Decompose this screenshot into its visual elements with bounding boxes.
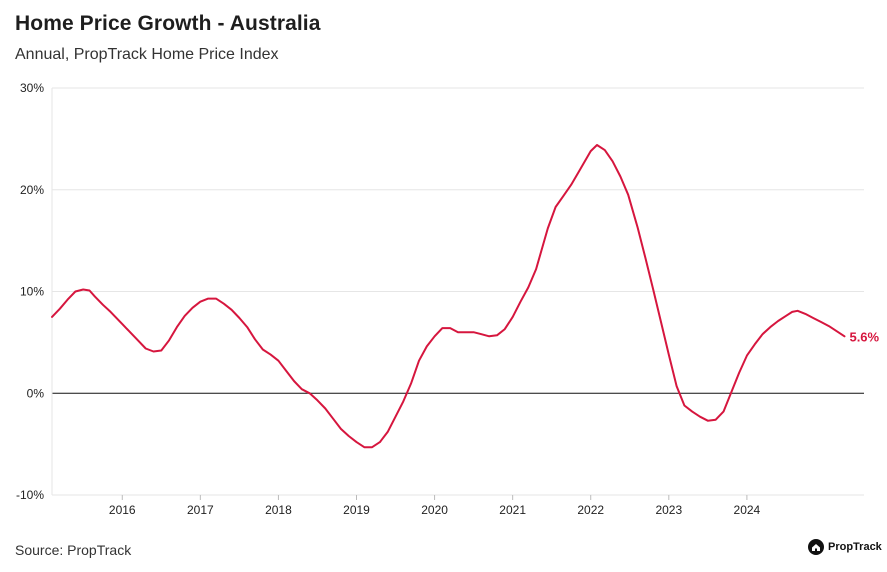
series-line	[51, 144, 846, 449]
y-tick-label: 20%	[20, 183, 44, 197]
x-tick-label: 2019	[343, 503, 370, 517]
chart-title: Home Price Growth - Australia	[15, 12, 321, 35]
gridlines	[52, 87, 864, 496]
x-tick-label: 2024	[734, 503, 761, 517]
y-tick-label: 10%	[20, 285, 44, 299]
axes	[51, 88, 748, 500]
chart-subtitle: Annual, PropTrack Home Price Index	[15, 46, 279, 63]
y-tick-label: 30%	[20, 81, 44, 95]
x-tick-label: 2016	[109, 503, 136, 517]
x-tick-label: 2020	[421, 503, 448, 517]
labels: -10% 0% 10% 20% 30% 2016 2017 2018 2019 2020 2021 2…	[16, 81, 880, 517]
brand-logo: PropTrack	[808, 539, 882, 555]
series-layer	[51, 144, 846, 449]
x-tick-label: 2023	[655, 503, 682, 517]
x-tick-label: 2022	[577, 503, 604, 517]
brand-name: PropTrack	[828, 541, 882, 553]
proptrack-house-icon	[808, 539, 824, 555]
x-tick-label: 2017	[187, 503, 214, 517]
x-tick-label: 2018	[265, 503, 292, 517]
y-tick-label: -10%	[16, 488, 44, 502]
end-value-label: 5.6%	[849, 329, 879, 344]
y-tick-label: 0%	[27, 386, 45, 400]
source-note: Source: PropTrack	[15, 542, 132, 558]
x-tick-label: 2021	[499, 503, 526, 517]
